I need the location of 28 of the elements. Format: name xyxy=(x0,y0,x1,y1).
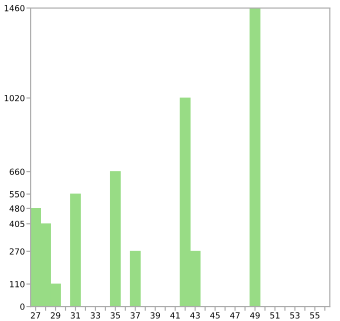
x-tick-label: 43 xyxy=(190,312,200,319)
y-tick-label: 1020 xyxy=(4,94,24,102)
x-tick-label: 27 xyxy=(30,312,40,318)
bar xyxy=(250,8,260,307)
x-tick-label: 45 xyxy=(210,312,220,319)
y-tick-label: 660 xyxy=(10,168,24,175)
x-tick-label: 47 xyxy=(230,312,240,318)
x-tick-label: 55 xyxy=(310,312,320,319)
y-tick-label: 405 xyxy=(10,220,24,228)
y-tick-label: 0 xyxy=(20,304,24,310)
y-tick-label: 270 xyxy=(10,248,24,255)
x-tick-label: 41 xyxy=(170,312,180,318)
y-tick-label: 1460 xyxy=(4,5,24,12)
bar xyxy=(110,171,121,307)
y-tick-label: 550 xyxy=(10,191,24,198)
bar xyxy=(130,250,141,307)
x-tick-label: 29 xyxy=(50,312,60,319)
y-tick-label: 480 xyxy=(10,205,24,212)
x-tick-label: 49 xyxy=(250,312,260,319)
x-tick-label: 37 xyxy=(130,312,140,319)
x-tick-label: 51 xyxy=(270,312,280,319)
x-tick-label: 35 xyxy=(110,312,120,319)
y-tick-label: 110 xyxy=(10,281,24,288)
bar xyxy=(70,194,81,307)
x-tick-label: 39 xyxy=(150,312,160,319)
x-tick-label: 33 xyxy=(90,312,100,319)
x-tick-label: 31 xyxy=(70,312,80,319)
x-tick-label: 53 xyxy=(290,312,300,319)
